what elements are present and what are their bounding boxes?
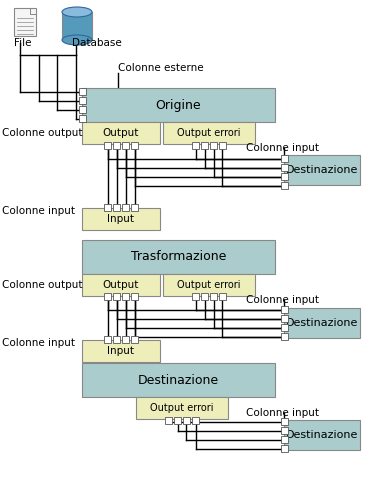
Bar <box>136 397 228 419</box>
Bar <box>131 141 138 149</box>
Bar <box>122 141 129 149</box>
Bar <box>131 336 138 343</box>
Bar <box>104 141 111 149</box>
Bar <box>280 173 288 180</box>
Bar <box>104 336 111 343</box>
Bar <box>78 97 86 104</box>
Bar <box>219 141 226 149</box>
Bar <box>78 115 86 122</box>
Bar <box>82 240 275 274</box>
Bar <box>163 274 255 296</box>
Bar <box>280 182 288 189</box>
Text: Output: Output <box>103 280 139 290</box>
Bar <box>280 155 288 162</box>
Bar <box>183 416 190 424</box>
Bar <box>104 293 111 300</box>
Bar <box>165 416 172 424</box>
Bar <box>62 12 92 40</box>
Bar <box>284 155 360 185</box>
Bar <box>131 293 138 300</box>
Bar <box>122 293 129 300</box>
Ellipse shape <box>62 7 92 17</box>
Bar <box>192 293 199 300</box>
Bar <box>174 416 181 424</box>
Text: Output errori: Output errori <box>150 403 214 413</box>
Bar <box>104 204 111 210</box>
Bar <box>280 445 288 452</box>
Bar <box>82 122 160 144</box>
Text: Database: Database <box>72 38 122 48</box>
Bar <box>280 306 288 313</box>
Bar <box>219 293 226 300</box>
Text: Colonne input: Colonne input <box>246 408 319 418</box>
Text: Colonne input: Colonne input <box>2 338 75 348</box>
Bar <box>82 208 160 230</box>
Bar <box>284 308 360 338</box>
Text: Input: Input <box>108 346 134 356</box>
Bar <box>122 204 129 210</box>
Bar <box>284 420 360 450</box>
Text: Destinazione: Destinazione <box>286 318 358 328</box>
Text: File: File <box>14 38 31 48</box>
Text: Trasformazione: Trasformazione <box>131 250 226 263</box>
Text: Output errori: Output errori <box>177 128 241 138</box>
Bar <box>192 416 199 424</box>
Text: Output errori: Output errori <box>177 280 241 290</box>
Text: Origine: Origine <box>156 98 201 111</box>
Bar <box>280 324 288 331</box>
Bar <box>280 315 288 322</box>
Text: Colonne esterne: Colonne esterne <box>118 63 203 73</box>
Text: Colonne output: Colonne output <box>2 128 82 138</box>
Bar <box>201 141 208 149</box>
Bar <box>280 418 288 425</box>
Bar <box>78 106 86 113</box>
Bar <box>113 204 120 210</box>
Text: Colonne input: Colonne input <box>246 295 319 305</box>
Bar <box>82 274 160 296</box>
Bar <box>113 336 120 343</box>
Bar <box>163 122 255 144</box>
Text: Destinazione: Destinazione <box>286 430 358 440</box>
Bar <box>280 436 288 443</box>
Bar <box>210 141 217 149</box>
Bar <box>192 141 199 149</box>
Bar <box>122 336 129 343</box>
Bar <box>82 340 160 362</box>
Bar <box>14 8 36 36</box>
Bar <box>280 333 288 340</box>
Bar <box>280 427 288 434</box>
Bar <box>131 204 138 210</box>
Bar <box>82 363 275 397</box>
Text: Destinazione: Destinazione <box>286 165 358 175</box>
Bar <box>113 293 120 300</box>
Bar <box>280 164 288 171</box>
Bar <box>82 88 275 122</box>
Bar <box>78 88 86 95</box>
Bar <box>210 293 217 300</box>
Text: Colonne input: Colonne input <box>2 206 75 216</box>
Ellipse shape <box>62 35 92 45</box>
Bar <box>201 293 208 300</box>
Text: Output: Output <box>103 128 139 138</box>
Text: Destinazione: Destinazione <box>138 373 219 387</box>
Text: Input: Input <box>108 214 134 224</box>
Bar <box>113 141 120 149</box>
Text: Colonne input: Colonne input <box>246 143 319 153</box>
Text: Colonne output: Colonne output <box>2 280 82 290</box>
